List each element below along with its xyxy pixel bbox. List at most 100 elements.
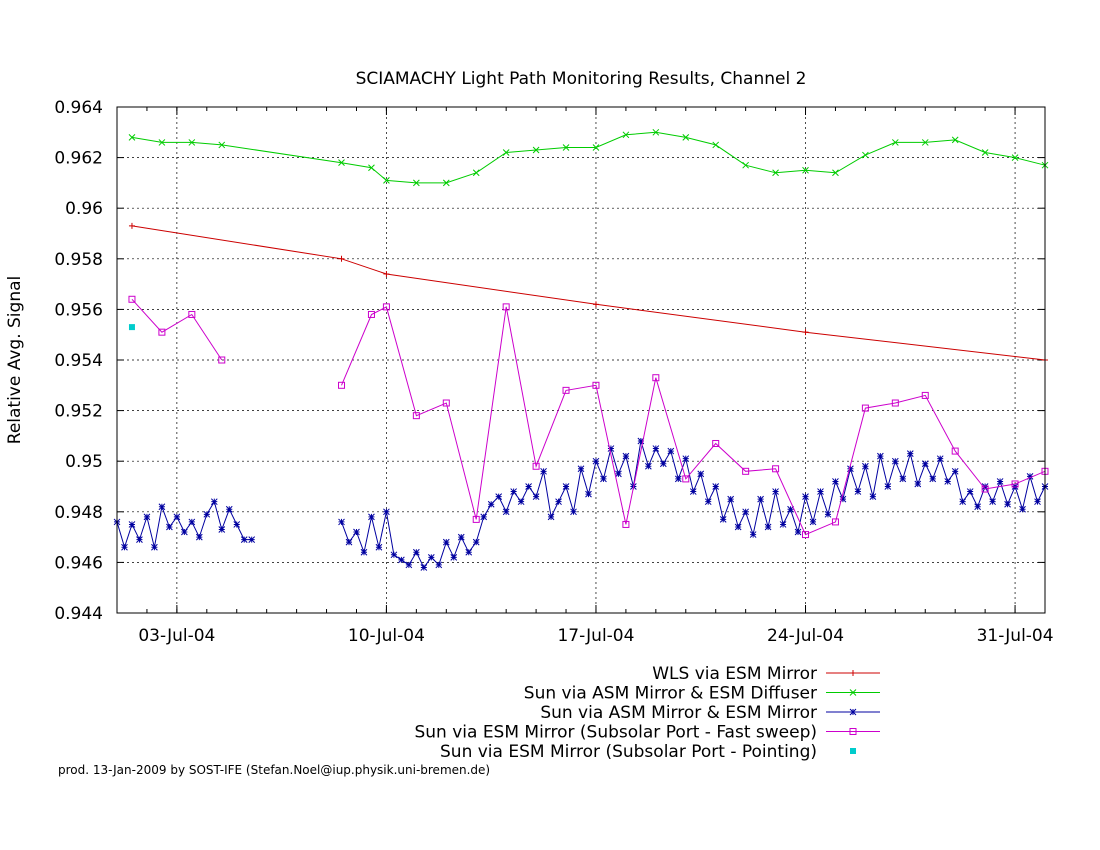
- data-point: [850, 748, 856, 754]
- y-tick-label: 0.964: [54, 98, 103, 118]
- data-point: [704, 498, 712, 506]
- data-point: [218, 356, 226, 364]
- data-point: [383, 177, 390, 184]
- legend-label: Sun via ESM Mirror (Subsolar Port - Fast…: [414, 723, 817, 743]
- data-point: [562, 483, 570, 490]
- data-point: [181, 528, 188, 536]
- data-point: [442, 538, 450, 546]
- data-point: [914, 480, 922, 488]
- data-point: [779, 521, 787, 528]
- data-point: [697, 470, 705, 478]
- series-line: [131, 298, 223, 361]
- data-point: [510, 488, 517, 495]
- data-point: [390, 551, 398, 559]
- data-point: [413, 179, 420, 187]
- x-tick-label: 03-Jul-04: [138, 626, 215, 646]
- data-point: [412, 412, 420, 420]
- data-point: [772, 169, 779, 177]
- data-point: [592, 301, 599, 308]
- data-point: [472, 538, 480, 546]
- data-point: [136, 536, 143, 543]
- data-point: [480, 513, 488, 521]
- data-point: [951, 467, 959, 475]
- data-point: [847, 465, 854, 473]
- data-point: [652, 445, 660, 452]
- data-point: [877, 452, 884, 460]
- legend-label: Sun via ASM Mirror & ESM Diffuser: [524, 684, 817, 704]
- data-point: [622, 131, 630, 139]
- data-point: [891, 457, 899, 465]
- data-point: [128, 295, 136, 303]
- data-point: [532, 493, 540, 500]
- data-point: [891, 399, 899, 407]
- data-point: [338, 518, 345, 526]
- data-point: [360, 548, 368, 556]
- data-point: [809, 518, 817, 526]
- data-point: [951, 136, 959, 144]
- data-point: [143, 513, 151, 521]
- data-point: [989, 498, 996, 506]
- data-point: [248, 536, 256, 543]
- data-point: [764, 523, 772, 531]
- data-point: [645, 462, 652, 470]
- data-point: [570, 508, 577, 516]
- data-point: [592, 144, 600, 151]
- y-tick-label: 0.962: [54, 149, 103, 169]
- data-point: [577, 465, 585, 473]
- data-point: [188, 518, 196, 526]
- data-point: [674, 475, 682, 483]
- data-point: [375, 543, 383, 551]
- data-point: [472, 169, 480, 177]
- data-point: [502, 303, 510, 311]
- data-point: [532, 146, 540, 154]
- data-point: [712, 141, 720, 149]
- data-point: [981, 149, 989, 156]
- chart-title: SCIAMACHY Light Path Monitoring Results,…: [356, 69, 807, 89]
- data-point: [427, 553, 435, 561]
- data-point: [734, 523, 742, 531]
- data-point: [951, 447, 959, 455]
- data-point: [981, 485, 989, 493]
- data-point: [128, 324, 135, 331]
- data-point: [158, 503, 166, 511]
- data-point: [906, 450, 914, 457]
- data-point: [787, 505, 794, 513]
- data-point: [849, 689, 857, 696]
- data-point: [712, 483, 720, 490]
- data-point: [158, 139, 166, 146]
- legend-label: WLS via ESM Mirror: [652, 664, 817, 684]
- data-point: [188, 139, 196, 146]
- footer-credit: prod. 13-Jan-2009 by SOST-IFE (Stefan.No…: [58, 763, 491, 777]
- data-point: [173, 513, 181, 521]
- data-point: [742, 467, 750, 475]
- data-point: [607, 445, 615, 452]
- data-point: [502, 149, 510, 156]
- data-point: [712, 439, 720, 447]
- data-point: [562, 144, 570, 151]
- data-point: [383, 270, 390, 277]
- data-point: [667, 447, 675, 455]
- data-point: [929, 475, 937, 483]
- data-point: [839, 495, 847, 503]
- data-point: [218, 141, 226, 149]
- data-point: [659, 460, 667, 468]
- y-tick-label: 0.946: [54, 553, 103, 573]
- series-1: [128, 222, 1048, 363]
- data-point: [1004, 500, 1011, 508]
- data-point: [802, 531, 810, 539]
- data-point: [749, 531, 757, 538]
- data-point: [442, 399, 450, 407]
- data-point: [622, 452, 630, 460]
- data-point: [420, 564, 428, 571]
- data-point: [338, 255, 345, 262]
- data-point: [854, 488, 862, 495]
- data-point: [367, 310, 375, 318]
- data-point: [368, 513, 375, 521]
- data-point: [689, 488, 697, 495]
- data-point: [225, 505, 233, 513]
- data-point: [382, 303, 390, 311]
- data-point: [1026, 473, 1034, 480]
- data-point: [151, 543, 158, 551]
- data-point: [203, 510, 211, 518]
- data-point: [398, 556, 405, 564]
